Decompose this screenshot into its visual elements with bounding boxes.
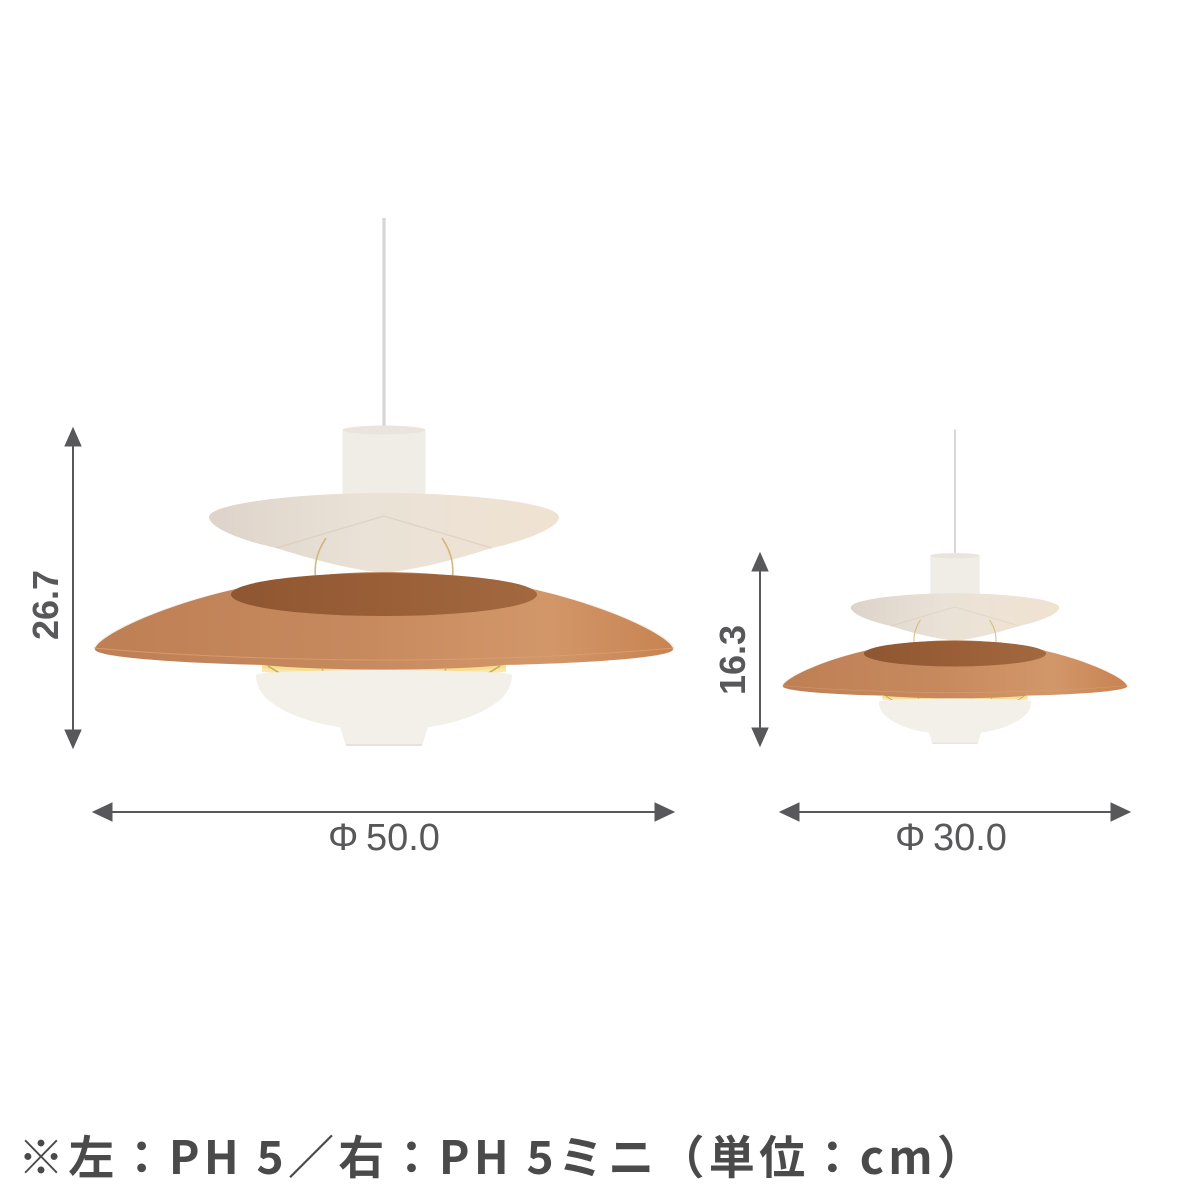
svg-text:Φ 50.0: Φ 50.0 <box>328 817 440 859</box>
svg-text:16.3: 16.3 <box>712 625 753 695</box>
svg-text:26.7: 26.7 <box>25 570 66 640</box>
svg-text:※左：PH 5／右：PH 5ミニ（単位：cm）: ※左：PH 5／右：PH 5ミニ（単位：cm） <box>18 1122 987 1188</box>
svg-text:Φ 30.0: Φ 30.0 <box>895 817 1007 859</box>
